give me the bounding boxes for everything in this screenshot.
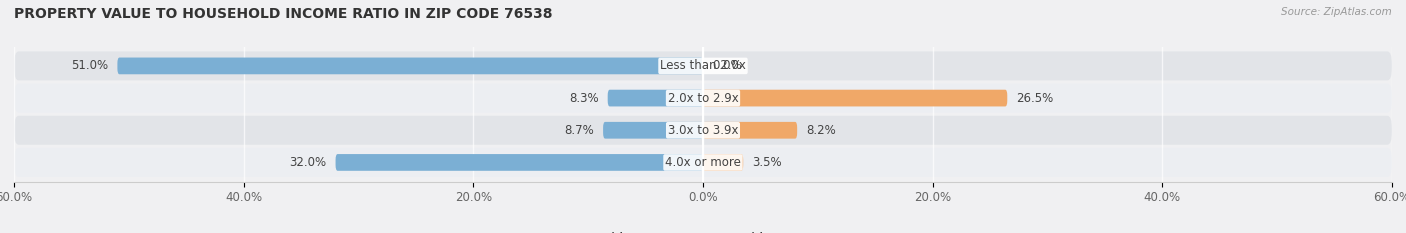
Text: Source: ZipAtlas.com: Source: ZipAtlas.com	[1281, 7, 1392, 17]
FancyBboxPatch shape	[703, 154, 744, 171]
Text: 0.0%: 0.0%	[713, 59, 742, 72]
Text: 26.5%: 26.5%	[1017, 92, 1053, 105]
FancyBboxPatch shape	[607, 90, 703, 106]
FancyBboxPatch shape	[14, 84, 1392, 113]
FancyBboxPatch shape	[603, 122, 703, 139]
Text: 8.2%: 8.2%	[807, 124, 837, 137]
FancyBboxPatch shape	[14, 148, 1392, 177]
Text: 32.0%: 32.0%	[290, 156, 326, 169]
FancyBboxPatch shape	[703, 90, 1007, 106]
Text: PROPERTY VALUE TO HOUSEHOLD INCOME RATIO IN ZIP CODE 76538: PROPERTY VALUE TO HOUSEHOLD INCOME RATIO…	[14, 7, 553, 21]
FancyBboxPatch shape	[117, 58, 703, 74]
FancyBboxPatch shape	[14, 116, 1392, 145]
Legend: Without Mortgage, With Mortgage: Without Mortgage, With Mortgage	[574, 228, 832, 233]
Text: 3.0x to 3.9x: 3.0x to 3.9x	[668, 124, 738, 137]
Text: 8.3%: 8.3%	[569, 92, 599, 105]
Text: 8.7%: 8.7%	[564, 124, 593, 137]
Text: 51.0%: 51.0%	[72, 59, 108, 72]
Text: 2.0x to 2.9x: 2.0x to 2.9x	[668, 92, 738, 105]
FancyBboxPatch shape	[703, 122, 797, 139]
Text: 3.5%: 3.5%	[752, 156, 782, 169]
Text: Less than 2.0x: Less than 2.0x	[659, 59, 747, 72]
FancyBboxPatch shape	[336, 154, 703, 171]
FancyBboxPatch shape	[14, 51, 1392, 80]
Text: 4.0x or more: 4.0x or more	[665, 156, 741, 169]
